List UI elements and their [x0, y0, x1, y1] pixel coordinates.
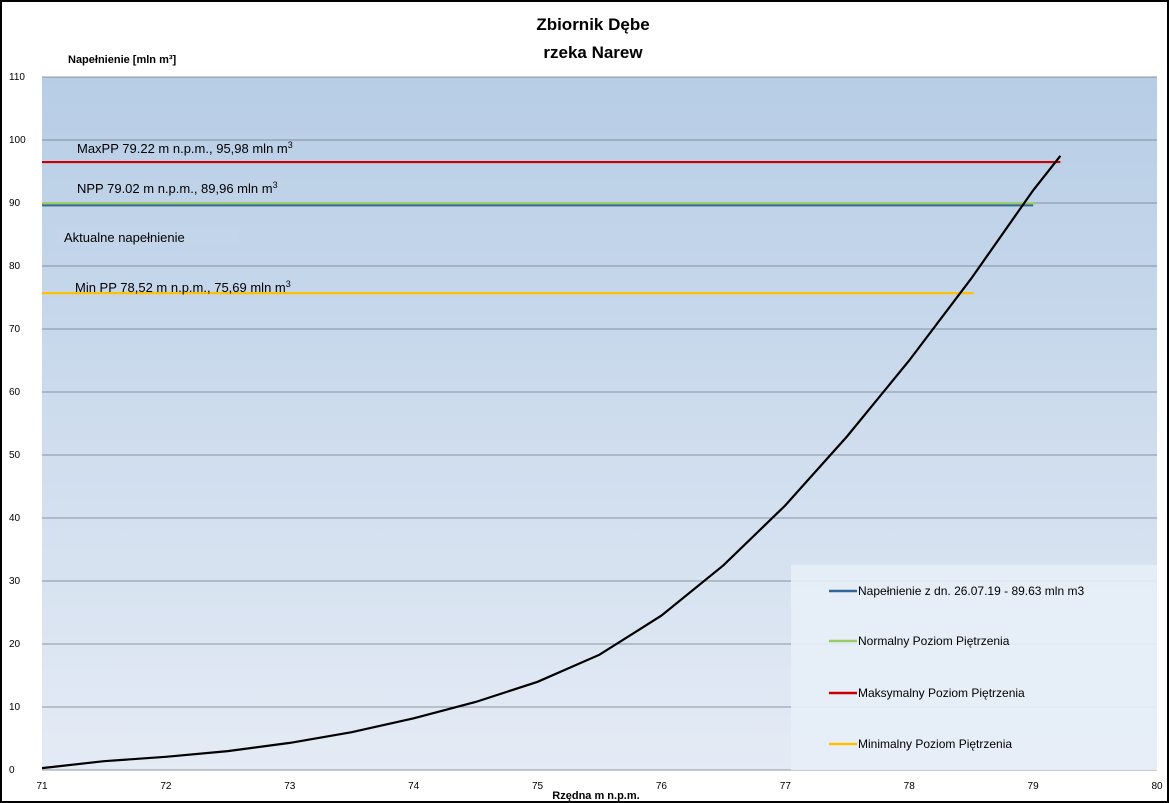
x-tick-label: 80	[1151, 781, 1163, 792]
x-tick-label: 77	[780, 781, 792, 792]
y-tick-label: 30	[9, 576, 21, 587]
x-tick-label: 73	[284, 781, 296, 792]
annotation-npp-text: NPP 79.02 m n.p.m., 89,96 mln m	[77, 181, 273, 196]
y-axis-label: Napełnienie [mln m³]	[68, 54, 177, 66]
annotation-current: Aktualne napełnienie	[64, 230, 185, 245]
y-tick-label: 20	[9, 639, 21, 650]
y-tick-label: 90	[9, 198, 21, 209]
legend-label-current: Napełnienie z dn. 26.07.19 - 89.63 mln m…	[858, 584, 1084, 598]
chart-title-line2: rzeka Narew	[543, 43, 643, 62]
x-tick-label: 78	[904, 781, 916, 792]
x-tick-label: 74	[408, 781, 420, 792]
annotation-minpp: Min PP 78,52 m n.p.m., 75,69 mln m3	[75, 279, 291, 295]
legend-label-npp: Normalny Poziom Piętrzenia	[858, 634, 1010, 648]
y-tick-label: 70	[9, 324, 21, 335]
chart-title-line1: Zbiornik Dębe	[536, 15, 649, 34]
legend-label-minpp: Minimalny Poziom Piętrzenia	[858, 737, 1012, 751]
x-tick-label: 79	[1028, 781, 1040, 792]
annotation-minpp-sup: 3	[286, 279, 291, 289]
y-tick-label: 60	[9, 387, 21, 398]
y-tick-label: 40	[9, 513, 21, 524]
legend-label-maxpp: Maksymalny Poziom Piętrzenia	[858, 686, 1025, 700]
y-tick-label: 0	[9, 765, 15, 776]
x-tick-label: 76	[656, 781, 668, 792]
y-tick-label: 10	[9, 702, 21, 713]
legend: Napełnienie z dn. 26.07.19 - 89.63 mln m…	[791, 565, 1157, 770]
annotation-minpp-text: Min PP 78,52 m n.p.m., 75,69 mln m	[75, 280, 286, 295]
x-tick-label: 72	[160, 781, 172, 792]
annotation-npp: NPP 79.02 m n.p.m., 89,96 mln m3	[77, 180, 278, 196]
annotation-npp-sup: 3	[273, 180, 278, 190]
x-tick-label: 71	[36, 781, 48, 792]
x-tick-label: 75	[532, 781, 544, 792]
annotation-maxpp-text: MaxPP 79.22 m n.p.m., 95,98 mln m	[77, 141, 288, 156]
y-tick-label: 80	[9, 261, 21, 272]
y-tick-label: 100	[9, 135, 26, 146]
y-tick-label: 50	[9, 450, 21, 461]
annotation-maxpp: MaxPP 79.22 m n.p.m., 95,98 mln m3	[77, 140, 293, 156]
annotation-maxpp-sup: 3	[288, 140, 293, 150]
x-axis-label: Rzędna m n.p.m.	[552, 790, 639, 802]
y-tick-label: 110	[9, 72, 25, 83]
